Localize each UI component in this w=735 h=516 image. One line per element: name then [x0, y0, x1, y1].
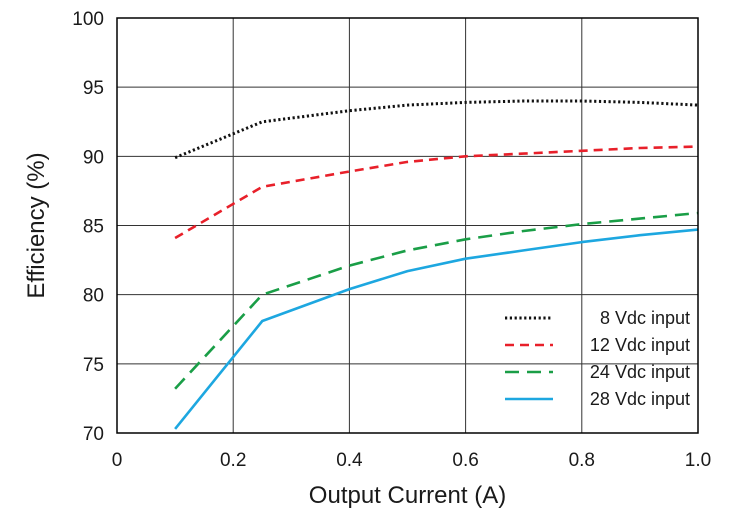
plot-frame: [116, 17, 699, 434]
y-tick-label: 95: [83, 78, 104, 99]
legend-label-2: 12 Vdc input: [590, 335, 690, 355]
y-axis-label: Efficiency (%): [23, 152, 50, 298]
y-tick-label: 85: [83, 217, 104, 238]
series-group: [174, 99, 699, 430]
x-axis-label: Output Current (A): [309, 482, 506, 509]
x-tick-labels: 0 0.2 0.4 0.6 0.8 1.0: [112, 450, 712, 471]
x-tick-label: 0.2: [220, 450, 246, 471]
series-line-2: [174, 145, 699, 240]
legend-label-4: 28 Vdc input: [590, 389, 690, 409]
x-tick-label: 0: [112, 450, 123, 471]
y-tick-label: 90: [83, 147, 104, 168]
x-tick-label: 0.8: [569, 450, 595, 471]
series-line-3: [174, 211, 699, 390]
legend-label-1: 8 Vdc input: [600, 308, 690, 328]
legend-label-3: 24 Vdc input: [590, 362, 690, 382]
x-tick-label: 1.0: [685, 450, 711, 471]
y-tick-labels: 70 75 80 85 90 95 100: [72, 9, 104, 445]
series-line-4: [174, 228, 699, 430]
series-line-1: [174, 99, 699, 160]
x-tick-label: 0.6: [452, 450, 478, 471]
y-tick-label: 80: [83, 286, 104, 307]
legend: 8 Vdc input 12 Vdc input 24 Vdc input 28 Vd…: [505, 308, 690, 409]
y-tick-label: 100: [72, 9, 104, 30]
y-tick-label: 70: [83, 424, 104, 445]
x-tick-label: 0.4: [336, 450, 363, 471]
y-tick-label: 75: [83, 355, 104, 376]
